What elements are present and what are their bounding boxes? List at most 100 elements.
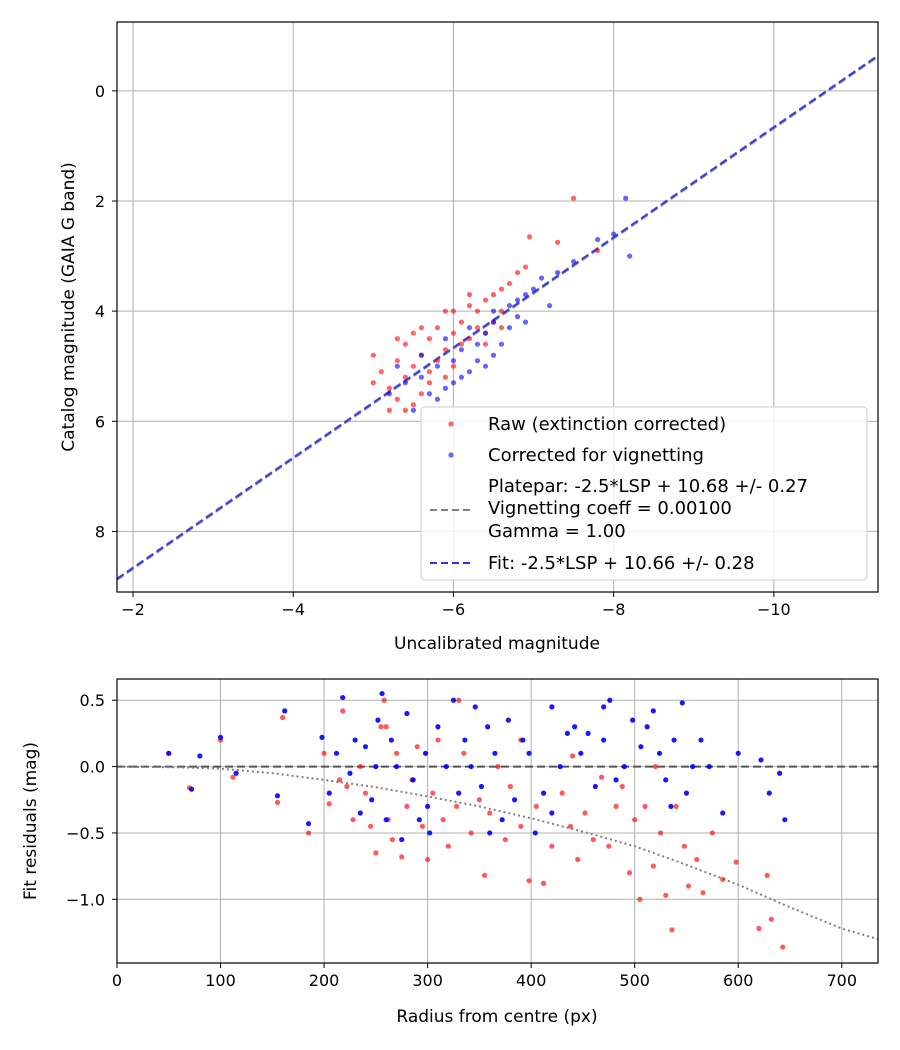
corrected-residual-point bbox=[427, 830, 433, 836]
legend-platepar-label-2: Vignetting coeff = 0.00100 bbox=[488, 498, 732, 519]
corrected-residual-point bbox=[630, 717, 636, 723]
raw-residual-point bbox=[280, 714, 286, 721]
corrected-point bbox=[450, 380, 457, 386]
top-x-tick-label: −6 bbox=[442, 600, 466, 619]
corrected-residual-point bbox=[526, 750, 532, 756]
raw-point bbox=[466, 303, 473, 309]
raw-residual-point bbox=[764, 872, 770, 879]
corrected-residual-point bbox=[422, 750, 429, 756]
raw-residual-point bbox=[549, 843, 555, 849]
raw-point bbox=[458, 341, 465, 347]
raw-residual-point bbox=[673, 803, 679, 810]
raw-point bbox=[386, 385, 392, 391]
corrected-residual-point bbox=[274, 793, 281, 799]
legend-raw-marker bbox=[448, 421, 454, 427]
raw-residual-point bbox=[495, 763, 501, 770]
corrected-residual-point bbox=[362, 744, 369, 750]
corrected-residual-point bbox=[379, 690, 385, 697]
raw-residual-point bbox=[383, 724, 389, 730]
raw-residual-point bbox=[582, 810, 588, 816]
raw-residual-point bbox=[435, 737, 441, 743]
legend-platepar-label-3: Gamma = 1.00 bbox=[488, 521, 626, 542]
top-x-tick-label: −10 bbox=[757, 600, 791, 619]
raw-point bbox=[458, 319, 465, 325]
raw-residual-point bbox=[350, 817, 356, 823]
raw-point bbox=[498, 286, 505, 292]
raw-residual-point bbox=[709, 830, 715, 836]
top-y-tick-label: 4 bbox=[95, 302, 105, 321]
top-fit-lines bbox=[116, 54, 879, 581]
corrected-residual-point bbox=[166, 750, 172, 756]
top-x-tick-label: −2 bbox=[121, 600, 145, 619]
corrected-residual-point bbox=[735, 750, 741, 756]
corrected-residual-point bbox=[706, 763, 712, 770]
corrected-residual-point bbox=[352, 737, 358, 743]
raw-point bbox=[418, 325, 424, 331]
raw-point bbox=[498, 325, 505, 331]
raw-residual-point bbox=[326, 801, 332, 807]
raw-point bbox=[474, 308, 481, 314]
corrected-point bbox=[554, 269, 561, 276]
raw-point bbox=[402, 374, 408, 380]
raw-residual-point bbox=[357, 763, 363, 770]
bottom-plot-frame bbox=[116, 678, 879, 964]
top-x-tick-label: −4 bbox=[281, 600, 305, 619]
raw-residual-point bbox=[368, 823, 374, 829]
corrected-point bbox=[595, 236, 601, 243]
corrected-point bbox=[466, 369, 473, 375]
raw-point bbox=[410, 402, 416, 408]
corrected-point bbox=[506, 325, 513, 331]
raw-point bbox=[498, 308, 505, 314]
corrected-point bbox=[410, 407, 416, 413]
corrected-residual-point bbox=[720, 810, 726, 816]
bottom-grid bbox=[116, 679, 878, 963]
raw-residual-point bbox=[540, 880, 547, 886]
raw-point bbox=[474, 325, 481, 331]
top-axis-ticks: −2 −4 −6 −8 −10 0 2 4 6 8 bbox=[95, 82, 791, 619]
bottom-x-axis-label: Radius from centre (px) bbox=[396, 1007, 597, 1027]
corrected-residual-point bbox=[369, 797, 375, 803]
corrected-residual-point bbox=[564, 730, 570, 737]
raw-residual-point bbox=[756, 925, 762, 932]
raw-point bbox=[442, 347, 449, 353]
corrected-residual-point bbox=[683, 790, 690, 796]
corrected-residual-point bbox=[404, 710, 410, 717]
raw-point bbox=[418, 391, 424, 397]
corrected-residual-point bbox=[557, 763, 563, 770]
bottom-y-tick-label: −0.5 bbox=[66, 824, 105, 843]
raw-point bbox=[386, 407, 392, 413]
bottom-x-tick-label: 100 bbox=[205, 971, 236, 990]
top-y-axis-label: Catalog magnitude (GAIA G band) bbox=[59, 162, 79, 452]
corrected-residual-point bbox=[532, 830, 538, 836]
corrected-point bbox=[474, 358, 481, 364]
raw-residual-point bbox=[440, 817, 446, 823]
raw-residual-point bbox=[780, 944, 786, 950]
raw-residual-point bbox=[502, 836, 508, 843]
corrected-point bbox=[458, 374, 465, 380]
raw-point bbox=[466, 292, 473, 298]
corrected-residual-point bbox=[373, 763, 379, 770]
raw-point bbox=[394, 358, 400, 364]
corrected-residual-point bbox=[644, 724, 650, 730]
raw-residual-point bbox=[430, 790, 436, 796]
bottom-y-tick-label: −1.0 bbox=[66, 890, 105, 909]
raw-residual-point bbox=[652, 763, 658, 770]
raw-residual-point bbox=[461, 750, 467, 756]
corrected-residual-point bbox=[585, 730, 591, 737]
raw-residual-point bbox=[414, 744, 420, 750]
top-data-points bbox=[370, 195, 633, 413]
corrected-point bbox=[611, 231, 617, 237]
corrected-point bbox=[522, 292, 529, 298]
vignetting-model-curve bbox=[116, 765, 879, 941]
raw-residual-point bbox=[468, 830, 474, 836]
raw-residual-point bbox=[720, 876, 726, 882]
corrected-residual-point bbox=[650, 708, 656, 714]
corrected-residual-point bbox=[462, 737, 468, 743]
raw-point bbox=[482, 297, 489, 303]
raw-point bbox=[402, 407, 408, 413]
corrected-point bbox=[623, 195, 629, 201]
fit-line bbox=[116, 54, 879, 580]
raw-residual-point bbox=[626, 870, 633, 876]
raw-point bbox=[426, 336, 433, 342]
